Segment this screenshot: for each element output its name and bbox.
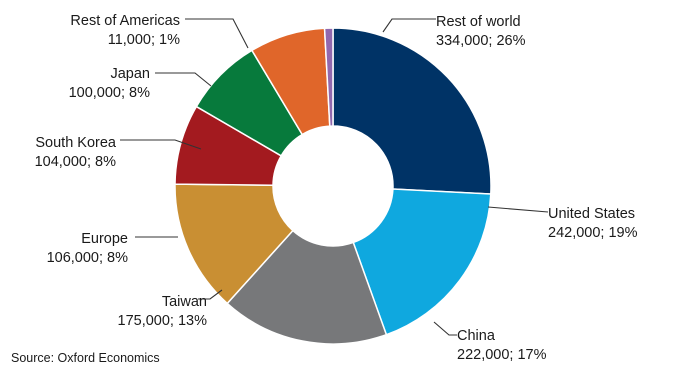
label-south-korea: South Korea 104,000; 8% (35, 135, 117, 170)
source-note: Source: Oxford Economics (11, 351, 160, 365)
label-china: China 222,000; 17% (457, 328, 547, 363)
leader-rest-of-world (382, 18, 436, 33)
slice-china (226, 229, 388, 345)
leader-japan (155, 72, 212, 87)
label-rest-of-americas: Rest of Americas 11,000; 1% (70, 13, 180, 48)
slice-labels: Rest of world 334,000; 26% United States 24… (35, 13, 638, 363)
leader-taiwan (198, 289, 223, 300)
donut-slices (174, 27, 492, 345)
leader-rest-of-americas (185, 18, 249, 49)
leader-south-korea (120, 139, 202, 150)
label-taiwan: Taiwan 175,000; 13% (118, 294, 208, 329)
slice-united-states (352, 188, 492, 336)
slice-rest-of-americas (323, 27, 334, 127)
slice-rest-of-world (332, 27, 492, 195)
label-japan: Japan 100,000; 8% (69, 66, 151, 101)
leader-lines (120, 18, 549, 336)
leader-china (433, 321, 457, 336)
label-united-states: United States 242,000; 19% (548, 206, 638, 241)
label-europe: Europe 106,000; 8% (47, 231, 129, 266)
slice-taiwan (174, 183, 294, 305)
label-rest-of-world: Rest of world 334,000; 26% (436, 14, 526, 49)
leader-united-states (487, 206, 549, 213)
